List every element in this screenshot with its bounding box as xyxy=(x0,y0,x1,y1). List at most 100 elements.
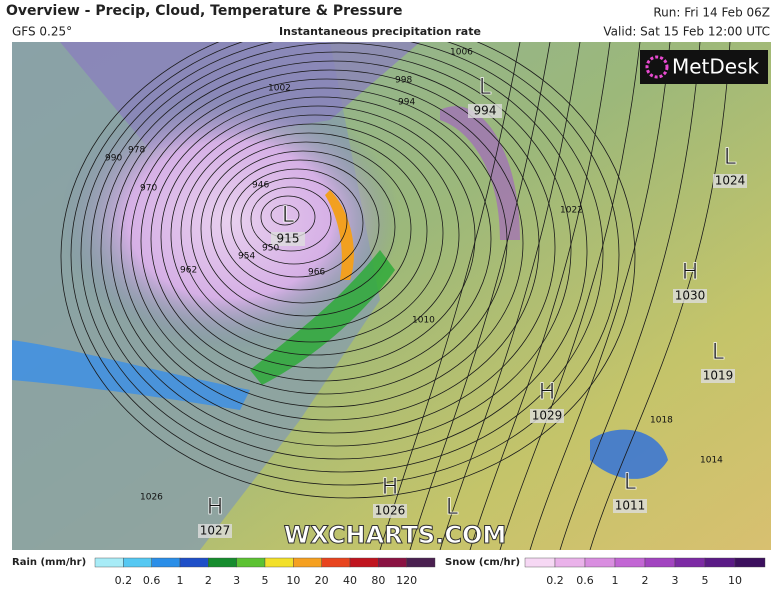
rain-swatch xyxy=(293,557,322,568)
pressure-label-box xyxy=(530,409,564,423)
snow-swatch xyxy=(734,557,766,568)
pressure-label-box xyxy=(673,289,707,303)
pressure-center-value: 1011 xyxy=(615,499,646,513)
logo-box xyxy=(640,50,768,84)
pressure-center-letter: L xyxy=(282,203,295,228)
isobar xyxy=(130,78,524,408)
isobar-label: 962 xyxy=(180,266,197,276)
isobar xyxy=(80,42,604,473)
rain-swatch xyxy=(321,557,351,568)
valid-time: Valid: Sat 15 Feb 12:00 UTC xyxy=(603,25,770,39)
isobar xyxy=(529,42,671,550)
isobar-label: 950 xyxy=(262,244,279,254)
isobar-label: 954 xyxy=(238,252,255,262)
isobar-label: 978 xyxy=(128,146,145,156)
snow-swatch xyxy=(644,557,676,568)
isobar xyxy=(140,87,508,395)
pressure-label-box xyxy=(701,369,735,383)
isobar-label: 990 xyxy=(105,154,122,164)
pressure-center-value: 1027 xyxy=(200,524,231,538)
isobar-label: 1002 xyxy=(268,84,291,94)
isobar xyxy=(90,42,588,460)
pressure-center-letter: L xyxy=(479,75,492,100)
rain-tick-label: 0.2 xyxy=(115,574,133,587)
isobar xyxy=(240,177,348,265)
isobar-label: 1014 xyxy=(700,456,723,466)
pressure-label-box xyxy=(271,232,305,246)
pressure-label-box xyxy=(468,104,502,118)
isobar xyxy=(270,204,300,226)
pressure-center-letter: L xyxy=(624,470,637,495)
pressure-center-value: 1030 xyxy=(675,289,706,303)
isobar xyxy=(230,168,364,278)
rain-swatch xyxy=(406,557,436,568)
isobar-label: 1010 xyxy=(412,316,435,326)
snow-tick-label: 1 xyxy=(612,574,619,587)
isobar-label: 1018 xyxy=(650,416,673,426)
isobar xyxy=(200,141,412,317)
rain-swatch xyxy=(349,557,379,568)
isobar xyxy=(100,51,572,447)
isobar xyxy=(160,105,476,369)
rain-tick-label: 3 xyxy=(233,574,240,587)
pressure-center-letter: H xyxy=(207,495,224,520)
isobar-label: 1022 xyxy=(560,206,583,216)
snow-swatch xyxy=(584,557,616,568)
rain-tick-label: 1 xyxy=(177,574,184,587)
rain-swatch xyxy=(236,557,266,568)
rain-swatch xyxy=(378,557,407,568)
pressure-center-value: 1029 xyxy=(532,409,563,423)
pressure-label-box xyxy=(613,499,647,513)
isobar xyxy=(170,114,460,356)
snow-swatch xyxy=(554,557,586,568)
rain-swatch xyxy=(179,557,209,568)
isobar-label: 970 xyxy=(140,184,157,194)
pressure-center-value: 915 xyxy=(277,232,300,246)
rain-swatch xyxy=(94,557,124,568)
pressure-center-letter: H xyxy=(682,260,699,285)
rain-tick-label: 0.6 xyxy=(143,574,161,587)
title: Overview - Precip, Cloud, Temperature & … xyxy=(6,3,403,19)
rain-legend-title: Rain (mm/hr) xyxy=(12,557,86,568)
snow-swatch xyxy=(524,557,556,568)
logo: MetDesk xyxy=(672,55,760,79)
run-time: Run: Fri 14 Feb 06Z xyxy=(653,6,770,20)
pressure-center-letter: L xyxy=(724,145,737,170)
pressure-center-letter: L xyxy=(712,340,725,365)
isobar xyxy=(409,42,551,550)
isobar xyxy=(559,42,701,550)
isobar-label: 994 xyxy=(398,98,415,108)
isobar xyxy=(60,42,636,499)
isobar xyxy=(439,42,581,550)
isobar xyxy=(110,60,556,434)
isobar xyxy=(469,42,611,550)
isobar-label: 966 xyxy=(308,268,325,278)
rain-tick-label: 2 xyxy=(205,574,212,587)
isobar xyxy=(250,186,332,252)
isobar xyxy=(150,96,492,382)
snow-tick-label: 10 xyxy=(728,574,742,587)
map xyxy=(12,42,771,550)
isobar xyxy=(220,159,380,291)
isobar xyxy=(190,132,428,330)
pressure-label-box xyxy=(713,174,747,188)
rain-tick-label: 10 xyxy=(286,574,300,587)
snow-tick-label: 0.2 xyxy=(546,574,564,587)
snow-tick-label: 0.6 xyxy=(576,574,594,587)
pressure-label-box xyxy=(198,524,232,538)
rain-tick-label: 20 xyxy=(315,574,329,587)
snow-swatch xyxy=(614,557,646,568)
rain-tick-label: 120 xyxy=(396,574,417,587)
snow-legend-title: Snow (cm/hr) xyxy=(445,557,520,568)
isobar-label: 946 xyxy=(252,181,269,191)
pressure-center-letter: H xyxy=(382,475,399,500)
isobar xyxy=(210,150,396,304)
snow-tick-label: 5 xyxy=(702,574,709,587)
snow-swatch xyxy=(674,557,706,568)
pressure-center-value: 1024 xyxy=(715,174,746,188)
snow-swatch xyxy=(704,557,736,568)
pressure-center-value: 1026 xyxy=(375,504,406,518)
pressure-center-value: 1019 xyxy=(703,369,734,383)
model: GFS 0.25° xyxy=(12,25,72,39)
pressure-center-value: 994 xyxy=(474,104,497,118)
